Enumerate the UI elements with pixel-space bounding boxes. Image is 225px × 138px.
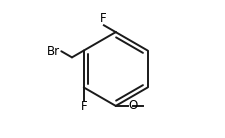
- Text: O: O: [128, 99, 137, 112]
- Text: F: F: [99, 12, 106, 25]
- Text: F: F: [80, 100, 87, 113]
- Text: Br: Br: [47, 45, 60, 58]
